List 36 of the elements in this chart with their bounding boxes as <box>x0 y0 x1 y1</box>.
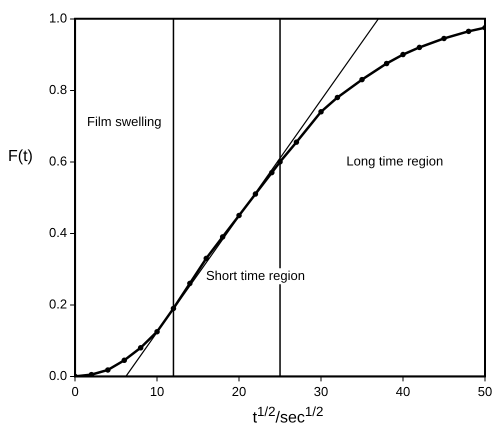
x-tick-label: 50 <box>478 384 492 399</box>
point <box>204 256 209 262</box>
x-tick-label: 30 <box>314 384 328 399</box>
x-tick-label: 0 <box>71 384 79 399</box>
point <box>359 76 365 82</box>
y-tick-label: 1.0 <box>48 10 68 26</box>
x-tick-label: 10 <box>150 384 164 399</box>
point <box>122 358 128 364</box>
annotation: Short time region <box>206 268 305 283</box>
point <box>466 28 472 34</box>
point <box>400 52 406 58</box>
y-tick-label: 0.0 <box>48 368 68 383</box>
y-axis-title: F(t) <box>8 148 33 166</box>
x-tick-label: 40 <box>396 384 410 399</box>
point <box>105 367 111 373</box>
y-tick-label: 0.2 <box>48 296 68 312</box>
annotation: Film swelling <box>87 114 162 130</box>
point <box>441 36 447 42</box>
point <box>236 212 242 218</box>
point <box>138 345 144 351</box>
point <box>294 139 300 145</box>
point <box>187 280 193 286</box>
annotation: Long time region <box>346 153 444 168</box>
y-tick-label: 0.6 <box>48 153 68 168</box>
point <box>318 109 324 115</box>
point <box>269 170 275 176</box>
x-axis-title: t$^{1/2}$/sec$^{1/2}$ <box>252 404 324 428</box>
y-tick-label: 0.4 <box>48 224 68 240</box>
point <box>384 60 390 66</box>
point <box>220 234 226 240</box>
y-tick-label: 0.8 <box>48 82 68 97</box>
point <box>334 94 340 100</box>
point <box>252 191 258 197</box>
point <box>416 44 422 50</box>
x-tick-label: 20 <box>232 384 246 399</box>
point <box>154 328 160 334</box>
